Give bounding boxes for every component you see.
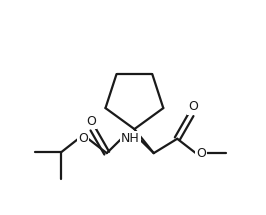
Text: O: O [188,100,198,113]
Text: O: O [78,132,88,145]
Text: O: O [196,147,206,160]
Text: O: O [86,115,96,128]
Text: NH: NH [121,132,140,145]
